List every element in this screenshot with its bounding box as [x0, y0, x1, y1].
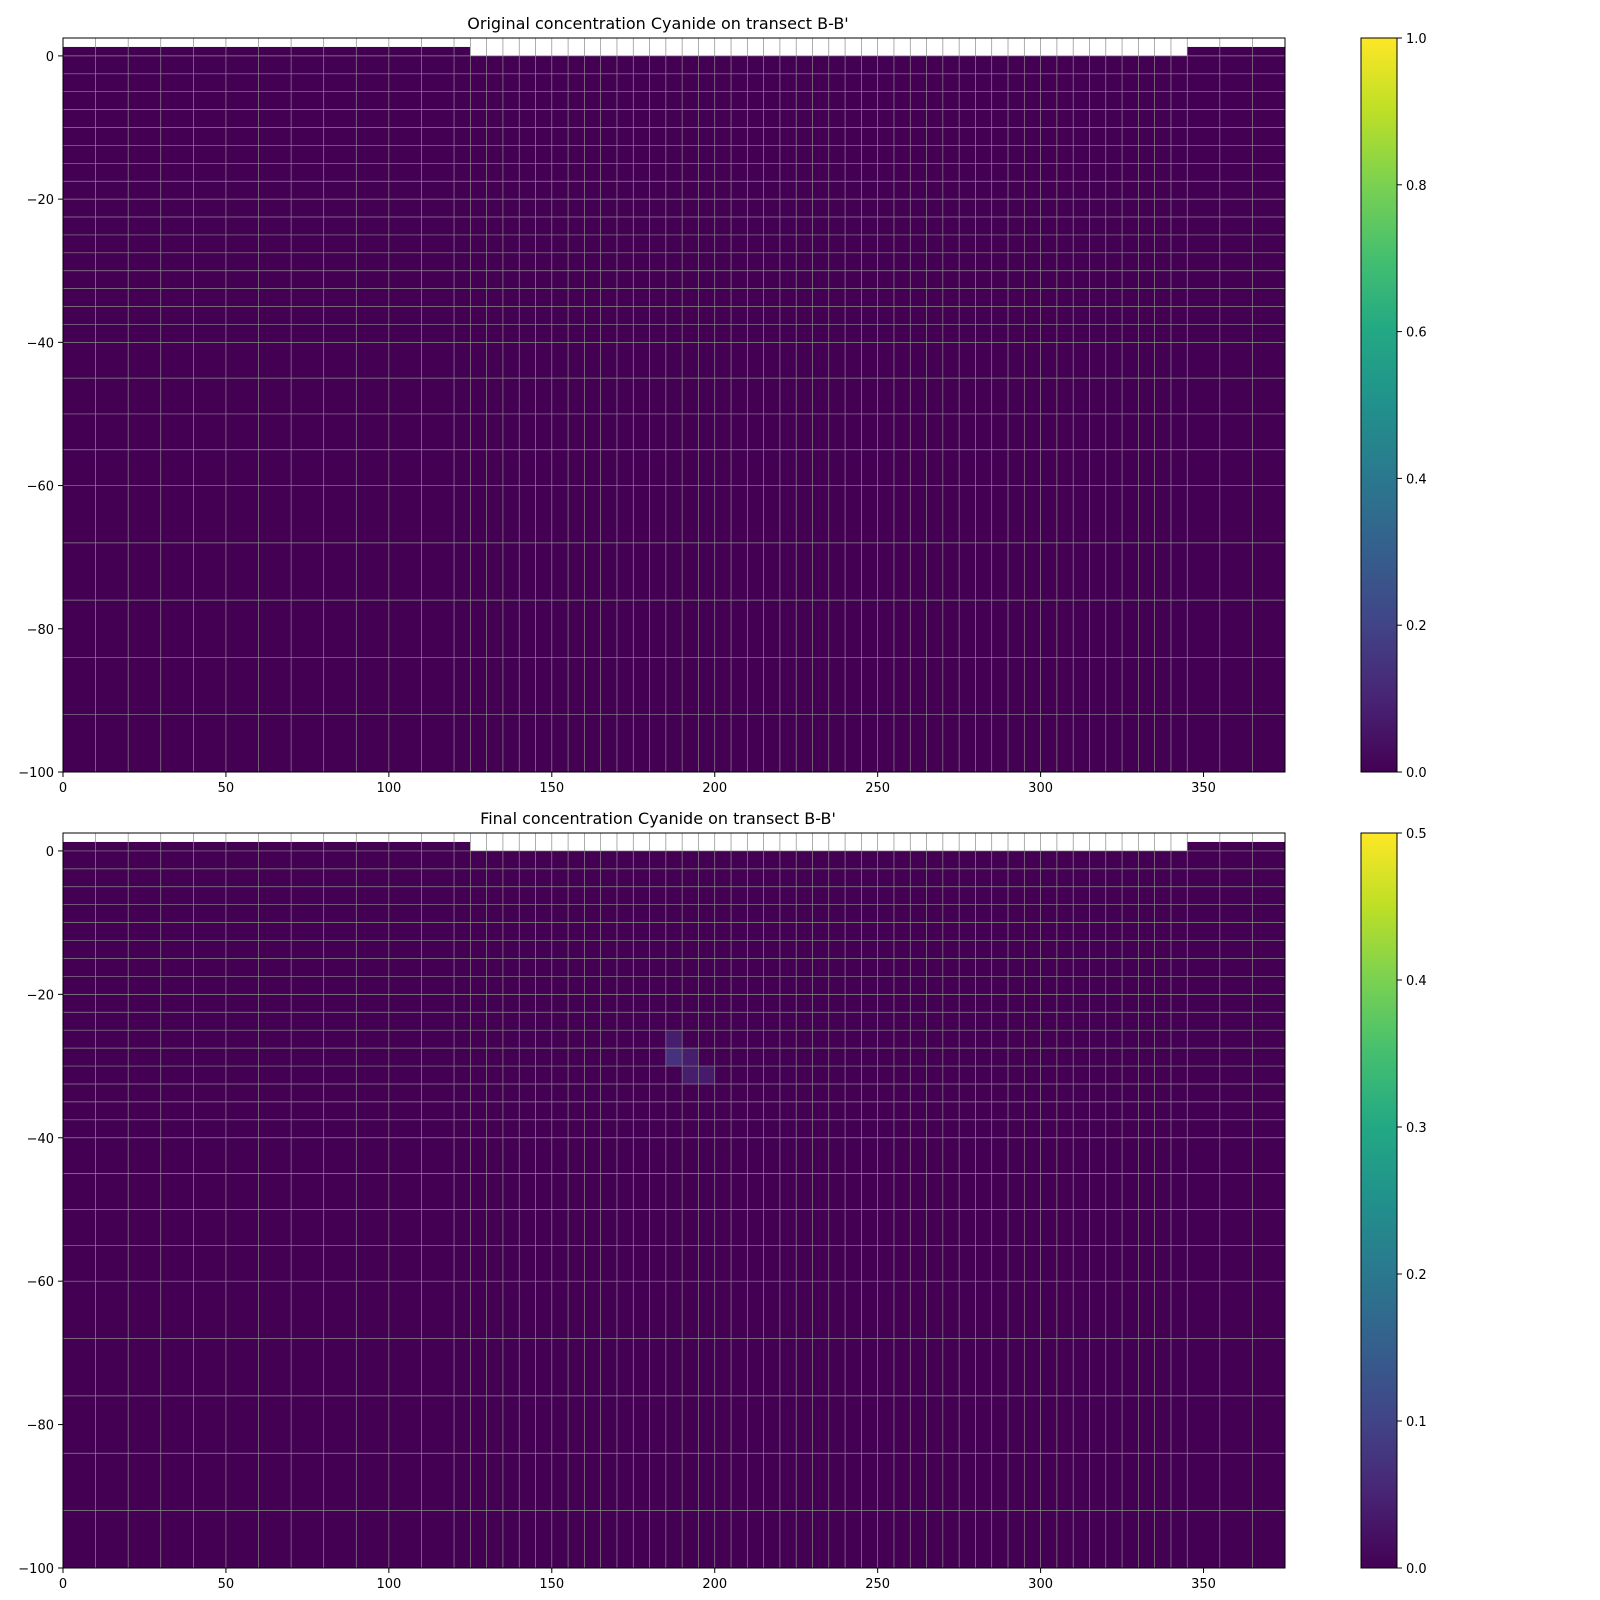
- axes-frame: [62, 37, 1286, 773]
- y-tick-label: −60: [27, 1275, 54, 1290]
- x-tick-label: 250: [865, 1577, 890, 1592]
- y-tick-label: −100: [18, 766, 54, 781]
- heatmap-area-original: 0 50 100 150 200 250 300 350 0 −20 −40 −60 −80 −100: [18, 37, 1286, 796]
- chart-title-original: Original concentration Cyanide on transe…: [467, 14, 848, 33]
- x-tick-label: 350: [1191, 781, 1216, 796]
- x-tick-label: 0: [59, 781, 67, 796]
- y-tick-label: −80: [27, 1419, 54, 1434]
- heatmap-segment: [63, 841, 471, 1568]
- x-tick-label: 300: [1028, 781, 1053, 796]
- colorbar-final: 0.0 0.1 0.2 0.3 0.4 0.5: [1360, 827, 1427, 1577]
- x-tick-label: 300: [1028, 1577, 1053, 1592]
- heatmap-segment: [63, 46, 471, 772]
- heatmap-cell: [698, 1066, 715, 1084]
- heatmap-area-final: 0 50 100 150 200 250 300 350 0 −20 −40 −60 −80 −100: [18, 832, 1286, 1592]
- heatmap-cell: [665, 1030, 683, 1049]
- colorbar-tick-label: 0.0: [1406, 1562, 1427, 1577]
- colorbar-tick-label: 1.0: [1406, 32, 1427, 47]
- x-tick-label: 200: [702, 1577, 727, 1592]
- x-tick-label: 0: [59, 1577, 67, 1592]
- colorbar-tick-label: 0.8: [1406, 179, 1427, 194]
- colorbar-tick-label: 0.4: [1406, 974, 1427, 989]
- heatmap-cell: [665, 1048, 683, 1067]
- y-tick-label: −20: [27, 193, 54, 208]
- y-tick-label: −40: [27, 336, 54, 351]
- colorbar-tick-label: 0.4: [1406, 472, 1427, 487]
- colorbar-gradient: [1360, 832, 1398, 1569]
- colorbar-tick-label: 0.6: [1406, 326, 1427, 341]
- colorbar-tick-label: 0.2: [1406, 619, 1427, 634]
- axes-frame: [62, 832, 1286, 1569]
- chart-title-final: Final concentration Cyanide on transect …: [480, 809, 836, 828]
- y-tick-label: −20: [27, 988, 54, 1003]
- panel-final: Final concentration Cyanide on transect …: [18, 809, 1426, 1592]
- y-tick-label: −100: [18, 1562, 54, 1577]
- x-tick-label: 50: [218, 781, 235, 796]
- colorbar-tick-label: 0.2: [1406, 1268, 1427, 1283]
- colorbar-tick-label: 0.5: [1406, 827, 1427, 842]
- y-tick-label: −80: [27, 623, 54, 638]
- y-tick-label: 0: [46, 845, 54, 860]
- x-tick-label: 150: [539, 781, 564, 796]
- x-tick-label: 250: [865, 781, 890, 796]
- panel-original: Original concentration Cyanide on transe…: [18, 14, 1426, 796]
- colorbar-original: 0.0 0.2 0.4 0.6 0.8 1.0: [1360, 32, 1427, 781]
- heatmap-segment: [1187, 841, 1285, 1568]
- heatmap-cell: [682, 1066, 699, 1084]
- y-tick-label: −60: [27, 480, 54, 495]
- colorbar-tick-label: 0.3: [1406, 1121, 1427, 1136]
- colorbar-tick-label: 0.1: [1406, 1415, 1427, 1430]
- x-tick-label: 50: [218, 1577, 235, 1592]
- colorbar-tick-label: 0.0: [1406, 766, 1427, 781]
- heatmap-segment: [1187, 46, 1285, 772]
- y-tick-label: 0: [46, 50, 54, 65]
- x-tick-label: 150: [539, 1577, 564, 1592]
- colorbar-gradient: [1360, 37, 1398, 773]
- y-tick-label: −40: [27, 1132, 54, 1147]
- heatmap-cell: [682, 1048, 699, 1067]
- x-tick-label: 200: [702, 781, 727, 796]
- x-tick-label: 100: [376, 1577, 401, 1592]
- x-tick-label: 100: [376, 781, 401, 796]
- x-tick-label: 350: [1191, 1577, 1216, 1592]
